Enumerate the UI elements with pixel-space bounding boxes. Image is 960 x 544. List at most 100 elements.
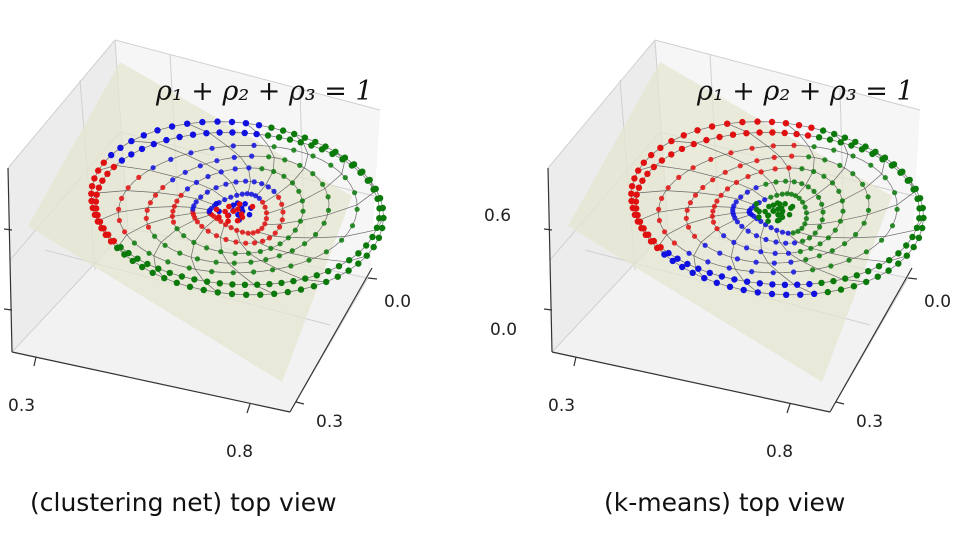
data-point: [656, 217, 663, 224]
data-point: [268, 124, 275, 131]
y-tick-label: 0.3: [316, 412, 344, 432]
data-point: [170, 219, 177, 225]
data-point: [837, 218, 844, 224]
axis-tick: [543, 308, 553, 311]
data-point: [850, 283, 858, 290]
data-point: [739, 223, 745, 229]
data-point: [250, 230, 256, 236]
data-point: [689, 269, 696, 276]
data-point: [88, 190, 95, 197]
data-point: [826, 136, 834, 143]
data-point: [860, 181, 866, 187]
data-point: [753, 259, 759, 265]
data-point: [260, 199, 266, 205]
data-point: [302, 241, 308, 247]
data-point: [708, 123, 716, 130]
data-point: [369, 233, 376, 241]
data-point: [110, 237, 118, 245]
data-point: [841, 134, 849, 141]
data-point: [763, 236, 769, 243]
axis-tick: [3, 228, 13, 231]
data-point: [204, 245, 210, 251]
data-point: [277, 224, 283, 230]
data-point: [213, 206, 220, 213]
data-point: [816, 194, 822, 200]
data-point: [95, 184, 103, 191]
data-point: [774, 192, 780, 198]
data-point: [714, 198, 720, 204]
data-point: [665, 249, 672, 257]
data-point: [254, 281, 261, 288]
data-point: [194, 219, 200, 225]
data-point: [281, 173, 287, 179]
data-point: [828, 263, 834, 269]
data-point: [836, 188, 842, 194]
data-point: [669, 257, 676, 265]
data-point: [260, 238, 266, 244]
data-point: [674, 255, 681, 262]
data-point: [713, 279, 720, 286]
gridline: [7, 39, 116, 169]
data-point: [784, 191, 790, 197]
data-point: [722, 169, 728, 175]
data-point: [266, 280, 273, 288]
data-point: [255, 122, 263, 129]
data-point: [223, 181, 229, 187]
data-point: [289, 248, 295, 254]
data-point: [230, 270, 236, 276]
data-point: [781, 129, 788, 137]
data-point: [791, 142, 797, 148]
x-tick-label: 0.3: [548, 396, 576, 416]
data-point: [291, 130, 298, 138]
data-point: [885, 267, 892, 274]
axis-tick: [246, 403, 251, 414]
data-point: [191, 203, 197, 209]
data-point: [225, 218, 231, 224]
data-point: [234, 192, 240, 198]
data-points: [88, 118, 387, 298]
data-point: [792, 240, 798, 246]
data-point: [791, 269, 797, 275]
data-point: [349, 223, 356, 229]
data-point: [203, 278, 211, 285]
data-point: [738, 194, 744, 200]
data-point: [199, 118, 206, 126]
data-point: [811, 144, 817, 150]
gridline: [654, 39, 921, 111]
data-point: [785, 250, 792, 256]
data-point: [744, 189, 751, 195]
data-point: [770, 270, 776, 276]
data-point: [320, 181, 326, 187]
data-point: [863, 249, 870, 255]
data-point: [916, 205, 923, 212]
data-point: [803, 210, 810, 216]
data-point: [299, 198, 305, 204]
data-point: [706, 269, 713, 277]
data-point: [91, 175, 98, 182]
data-point: [229, 281, 236, 288]
data-point: [793, 130, 800, 138]
data-point: [262, 221, 268, 227]
data-point: [140, 132, 147, 139]
data-point: [216, 214, 222, 220]
data-point: [858, 146, 866, 153]
data-point: [323, 278, 330, 286]
data-point: [785, 230, 791, 236]
data-point: [122, 229, 128, 235]
x-tick-label: 0.8: [766, 442, 794, 462]
data-point: [264, 132, 272, 139]
data-point: [313, 231, 319, 238]
data-point: [259, 181, 265, 187]
data-point: [105, 231, 112, 238]
data-point: [768, 290, 776, 298]
data-point: [803, 216, 810, 222]
data-point: [271, 188, 277, 194]
data-point: [93, 205, 100, 212]
data-point: [363, 242, 370, 249]
data-point: [721, 233, 727, 239]
x-tick-label: 0.8: [226, 442, 254, 462]
data-point: [786, 211, 793, 218]
data-point: [853, 272, 860, 279]
data-point: [262, 204, 268, 210]
data-point: [144, 207, 150, 213]
